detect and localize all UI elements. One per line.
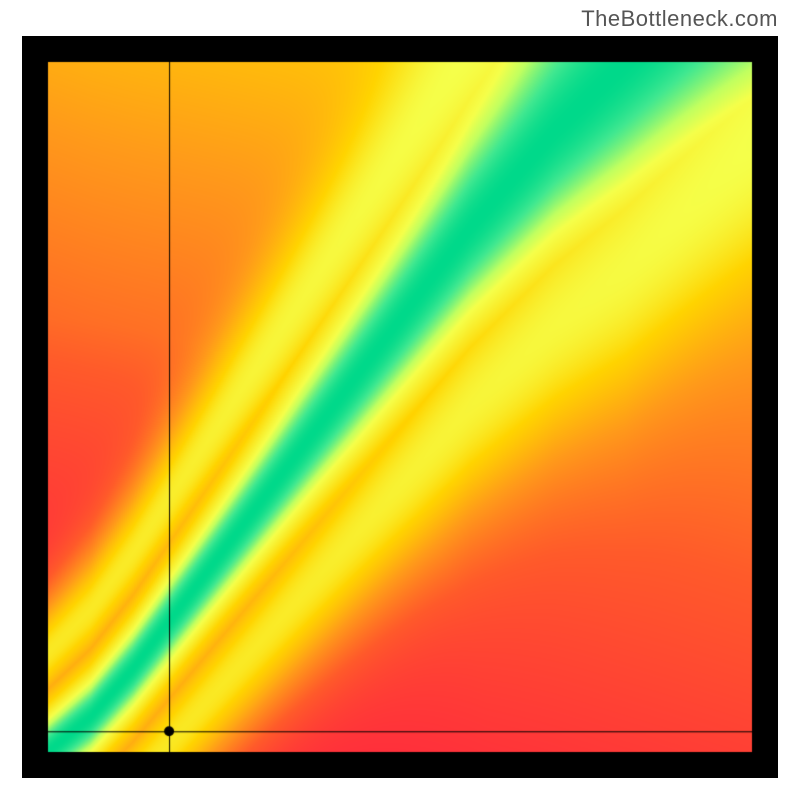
watermark-text: TheBottleneck.com xyxy=(581,6,778,32)
heatmap-plot xyxy=(22,36,778,778)
heatmap-canvas xyxy=(22,36,778,778)
